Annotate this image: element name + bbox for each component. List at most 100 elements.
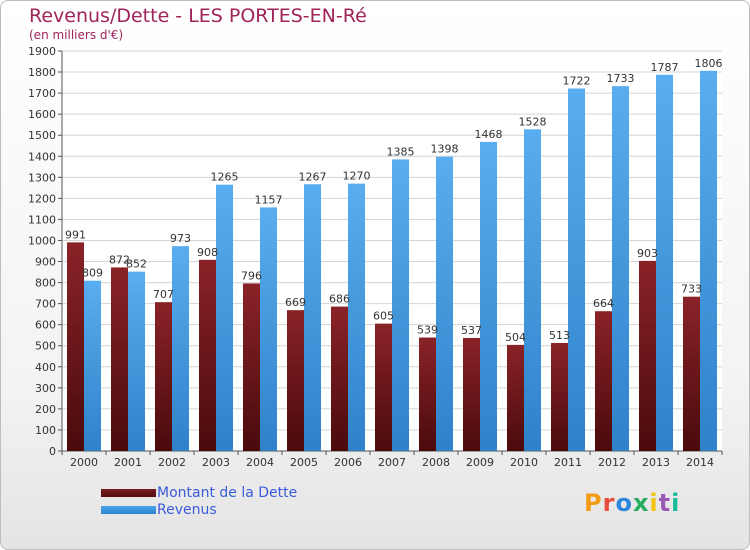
x-tick-label: 2011: [554, 456, 582, 469]
data-label-revenue: 1265: [211, 171, 239, 184]
data-label-revenue: 852: [126, 258, 147, 271]
data-label-debt: 908: [197, 246, 218, 259]
data-label-revenue: 1468: [475, 128, 503, 141]
bar-revenue: [216, 184, 233, 451]
data-label-debt: 872: [109, 253, 130, 266]
bar-revenue: [524, 129, 541, 451]
bar-revenue: [568, 88, 585, 451]
data-label-debt: 539: [417, 324, 438, 337]
data-label-debt: 504: [505, 331, 526, 344]
bar-debt: [331, 306, 348, 451]
bars: [67, 70, 717, 451]
data-label-debt: 903: [637, 247, 658, 260]
y-tick-label: 900: [35, 256, 56, 269]
bar-revenue: [84, 280, 101, 451]
y-tick-label: 100: [35, 424, 56, 437]
data-label-revenue: 1806: [695, 57, 723, 70]
y-tick-label: 1400: [28, 150, 56, 163]
x-tick-label: 2014: [686, 456, 714, 469]
logo-letter: o: [615, 489, 633, 517]
data-label-revenue: 1267: [299, 170, 327, 183]
data-label-revenue: 809: [82, 267, 103, 280]
bar-revenue: [656, 74, 673, 451]
logo-letter: P: [584, 489, 603, 517]
bar-debt: [243, 283, 260, 451]
data-label-debt: 991: [65, 228, 86, 241]
bar-debt: [199, 259, 216, 451]
data-label-revenue: 1787: [651, 61, 679, 74]
proxiti-logo: Proxiti: [584, 489, 680, 517]
x-tick-label: 2009: [466, 456, 494, 469]
data-label-revenue: 1270: [343, 170, 371, 183]
logo-letter: i: [649, 489, 659, 517]
legend-swatch-revenue: [101, 506, 156, 514]
bar-debt: [67, 242, 84, 451]
data-labels: 991 872 707 908 796 669 686 605 539 537 504 513 664 9…: [65, 57, 723, 344]
data-label-debt: 605: [373, 310, 394, 323]
bar-revenue: [612, 86, 629, 451]
x-tick-label: 2004: [246, 456, 274, 469]
bar-revenue: [700, 70, 717, 451]
bar-revenue: [436, 156, 453, 451]
y-tick-label: 1800: [28, 66, 56, 79]
bar-debt: [155, 302, 172, 451]
x-tick-label: 2001: [114, 456, 142, 469]
x-tick-label: 2013: [642, 456, 670, 469]
x-tick-label: 2006: [334, 456, 362, 469]
data-label-revenue: 1722: [563, 74, 591, 87]
x-tick-label: 2005: [290, 456, 318, 469]
bar-debt: [111, 267, 128, 451]
data-label-revenue: 1157: [255, 193, 283, 206]
data-label-debt: 707: [153, 288, 174, 301]
x-tick-label: 2012: [598, 456, 626, 469]
bar-revenue: [172, 246, 189, 451]
y-tick-label: 400: [35, 361, 56, 374]
bar-debt: [639, 260, 656, 451]
bar-debt: [683, 296, 700, 451]
bar-debt: [287, 310, 304, 451]
bar-debt: [551, 343, 568, 451]
bar-debt: [463, 337, 480, 451]
bar-revenue: [304, 184, 321, 451]
bar-revenue: [348, 183, 365, 451]
data-label-revenue: 1528: [519, 115, 547, 128]
data-label-revenue: 1733: [607, 72, 635, 85]
bar-debt: [419, 337, 436, 451]
data-label-debt: 686: [329, 293, 350, 306]
y-tick-label: 800: [35, 277, 56, 290]
y-tick-label: 1300: [28, 171, 56, 184]
data-label-debt: 664: [593, 297, 614, 310]
data-label-revenue: 1398: [431, 143, 459, 156]
bar-revenue: [480, 141, 497, 451]
logo-letter: t: [658, 489, 672, 517]
data-label-revenue: 1385: [387, 145, 415, 158]
logo-letter: r: [602, 489, 616, 517]
y-tick-label: 700: [35, 298, 56, 311]
bar-debt: [595, 311, 612, 451]
y-tick-label: 1900: [28, 45, 56, 58]
legend-label-revenue: Revenus: [157, 502, 217, 518]
bar-debt: [507, 344, 524, 451]
y-tick-label: 200: [35, 403, 56, 416]
x-tick-label: 2010: [510, 456, 538, 469]
axes: 0 100 200 300 400 500 600 700 800 900 1000 1100 1200…: [28, 45, 723, 469]
y-tick-label: 1000: [28, 234, 56, 247]
chart-subtitle: (en milliers d'€): [29, 28, 124, 42]
logo-letter: x: [632, 489, 650, 517]
y-tick-label: 1700: [28, 87, 56, 100]
x-tick-label: 2007: [378, 456, 406, 469]
y-tick-label: 1500: [28, 129, 56, 142]
y-tick-label: 600: [35, 319, 56, 332]
logo-letter: i: [671, 489, 681, 517]
y-tick-label: 0: [49, 445, 56, 458]
legend-swatch-debt: [101, 489, 156, 497]
y-tick-label: 300: [35, 382, 56, 395]
y-tick-label: 500: [35, 340, 56, 353]
data-label-debt: 513: [549, 329, 570, 342]
chart-title: Revenus/Dette - LES PORTES-EN-Ré: [29, 5, 367, 27]
data-label-debt: 796: [241, 269, 262, 282]
x-tick-label: 2002: [158, 456, 186, 469]
legend-label-debt: Montant de la Dette: [157, 485, 298, 501]
y-tick-label: 1600: [28, 108, 56, 121]
